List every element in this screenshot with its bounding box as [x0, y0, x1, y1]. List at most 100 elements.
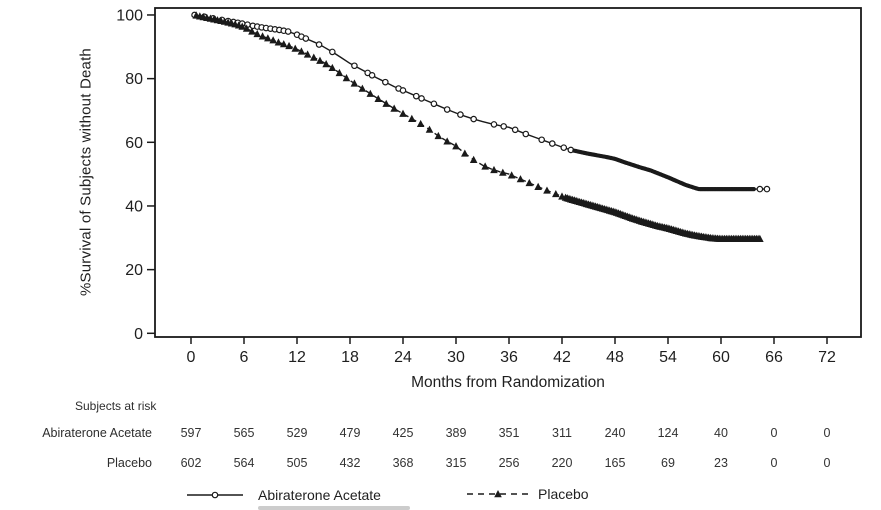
placebo-curve-censor-mark: [358, 84, 367, 92]
risk-count-abiraterone-m72: 0: [823, 426, 831, 440]
abiraterone-curve-censor-mark: [315, 41, 323, 48]
placebo-curve-censor-mark: [291, 44, 300, 52]
abiraterone-curve-censor-mark: [751, 186, 756, 192]
y-tick-label: 40: [125, 198, 143, 215]
legend-placebo-marker-icon: [494, 490, 502, 498]
y-tick-label: 20: [125, 262, 143, 279]
y-tick-label: 0: [134, 326, 143, 343]
plot-frame: [154, 7, 862, 338]
placebo-curve-censor-mark: [416, 119, 425, 128]
abiraterone-curve-censor-mark: [302, 35, 310, 42]
placebo-curve-censor-mark: [461, 149, 469, 157]
risk-count-abiraterone-m24: 425: [392, 426, 414, 440]
placebo-curve-censor-mark: [390, 104, 398, 112]
risk-count-abiraterone-m54: 124: [657, 426, 679, 440]
abiraterone-curve-censor-mark: [351, 62, 358, 70]
placebo-curve-censor-mark: [253, 29, 262, 38]
risk-count-abiraterone-m42: 311: [552, 426, 572, 440]
risk-count-placebo-m24: 368: [392, 456, 414, 470]
x-tick-label: 24: [394, 349, 412, 366]
risk-count-placebo-m36: 256: [498, 456, 520, 470]
x-tick-label: 48: [606, 349, 624, 366]
abiraterone-curve-censor-mark: [284, 28, 292, 35]
x-tick-label: 18: [341, 349, 359, 366]
abiraterone-curve-censor-mark: [490, 121, 498, 128]
abiraterone-curve: [194, 14, 767, 190]
risk-count-placebo-m0: 602: [180, 456, 202, 470]
risk-count-placebo-m6: 564: [233, 456, 255, 470]
cropped-caption-remnant: [258, 506, 410, 510]
legend-abiraterone-label: Abiraterone Acetate: [258, 487, 381, 503]
y-tick-label: 60: [125, 135, 143, 152]
x-tick-label: 54: [659, 349, 677, 366]
placebo-curve-censor-mark: [399, 109, 407, 117]
x-tick-label: 30: [447, 349, 465, 366]
placebo-curve-censor-mark: [499, 168, 507, 176]
x-tick-label: 42: [553, 349, 571, 366]
abiraterone-curve-censor-mark: [500, 123, 508, 130]
abiraterone-curve-censor-mark: [329, 48, 336, 56]
abiraterone-curve-censor-mark: [457, 111, 464, 118]
placebo-curve-censor-mark: [316, 56, 324, 64]
abiraterone-curve-censor-mark: [418, 95, 425, 102]
placebo-curve-censor-mark: [322, 60, 330, 68]
placebo-curve-censor-mark: [507, 171, 516, 179]
placebo-curve-censor-mark: [374, 94, 383, 103]
placebo-curve-censor-mark: [534, 182, 542, 190]
risk-count-abiraterone-m12: 529: [286, 426, 308, 440]
risk-count-abiraterone-m66: 0: [770, 426, 778, 440]
risk-count-abiraterone-m36: 351: [498, 426, 520, 440]
risk-count-placebo-m72: 0: [823, 456, 831, 470]
y-tick-label: 100: [116, 7, 143, 24]
risk-count-placebo-m54: 69: [661, 456, 675, 470]
placebo-curve-censor-mark: [756, 234, 764, 242]
risk-row-label-abiraterone: Abiraterone Acetate: [42, 426, 152, 440]
legend-placebo-label: Placebo: [538, 486, 589, 502]
placebo-curve-censor-mark: [274, 38, 283, 46]
placebo-curve: [194, 14, 762, 240]
risk-table-title: Subjects at risk: [75, 399, 157, 413]
placebo-curve-censor-mark: [342, 73, 351, 82]
placebo-curve-censor-mark: [309, 53, 318, 61]
placebo-curve-censor-mark: [279, 40, 288, 48]
x-tick-label: 6: [240, 349, 249, 366]
risk-count-abiraterone-m0: 597: [180, 426, 202, 440]
placebo-curve-censor-mark: [408, 114, 416, 122]
placebo-curve-censor-mark: [452, 142, 460, 150]
abiraterone-curve-censor-mark: [763, 185, 771, 193]
x-tick-label: 12: [288, 349, 306, 366]
risk-count-placebo-m30: 315: [445, 456, 467, 470]
abiraterone-curve-censor-mark: [399, 87, 407, 94]
abiraterone-curve-censor-mark: [522, 130, 530, 138]
abiraterone-curve-censor-mark: [382, 78, 389, 86]
abiraterone-curve-censor-mark: [443, 106, 451, 113]
placebo-curve-censor-mark: [382, 99, 391, 107]
placebo-curve-censor-mark: [443, 137, 451, 145]
risk-count-placebo-m42: 220: [551, 456, 573, 470]
abiraterone-curve-censor-mark: [430, 100, 438, 108]
placebo-curve-censor-mark: [350, 79, 359, 87]
risk-count-abiraterone-m6: 565: [233, 426, 255, 440]
placebo-curve-censor-mark: [469, 155, 478, 164]
placebo-curve-censor-mark: [258, 32, 267, 40]
risk-count-placebo-m48: 165: [604, 456, 626, 470]
placebo-curve-censor-mark: [303, 50, 312, 58]
risk-count-abiraterone-m18: 479: [339, 426, 361, 440]
risk-count-abiraterone-m48: 240: [604, 426, 626, 440]
abiraterone-curve-censor-mark: [470, 115, 477, 123]
risk-count-abiraterone-m30: 389: [445, 426, 467, 440]
x-tick-label: 72: [818, 349, 836, 366]
placebo-curve-censor-mark: [525, 178, 534, 187]
abiraterone-curve-censor-mark: [511, 126, 519, 134]
placebo-curve-censor-mark: [328, 63, 337, 72]
abiraterone-curve-censor-mark: [538, 136, 545, 144]
placebo-curve-censor-mark: [543, 186, 551, 194]
risk-count-placebo-m18: 432: [339, 456, 361, 470]
placebo-curve-censor-mark: [481, 162, 489, 170]
placebo-curve-censor-mark: [434, 131, 443, 140]
x-tick-label: 36: [500, 349, 518, 366]
risk-count-placebo-m66: 0: [770, 456, 778, 470]
y-axis-title: %Survival of Subjects without Death: [77, 48, 95, 296]
placebo-curve-censor-mark: [238, 22, 247, 30]
